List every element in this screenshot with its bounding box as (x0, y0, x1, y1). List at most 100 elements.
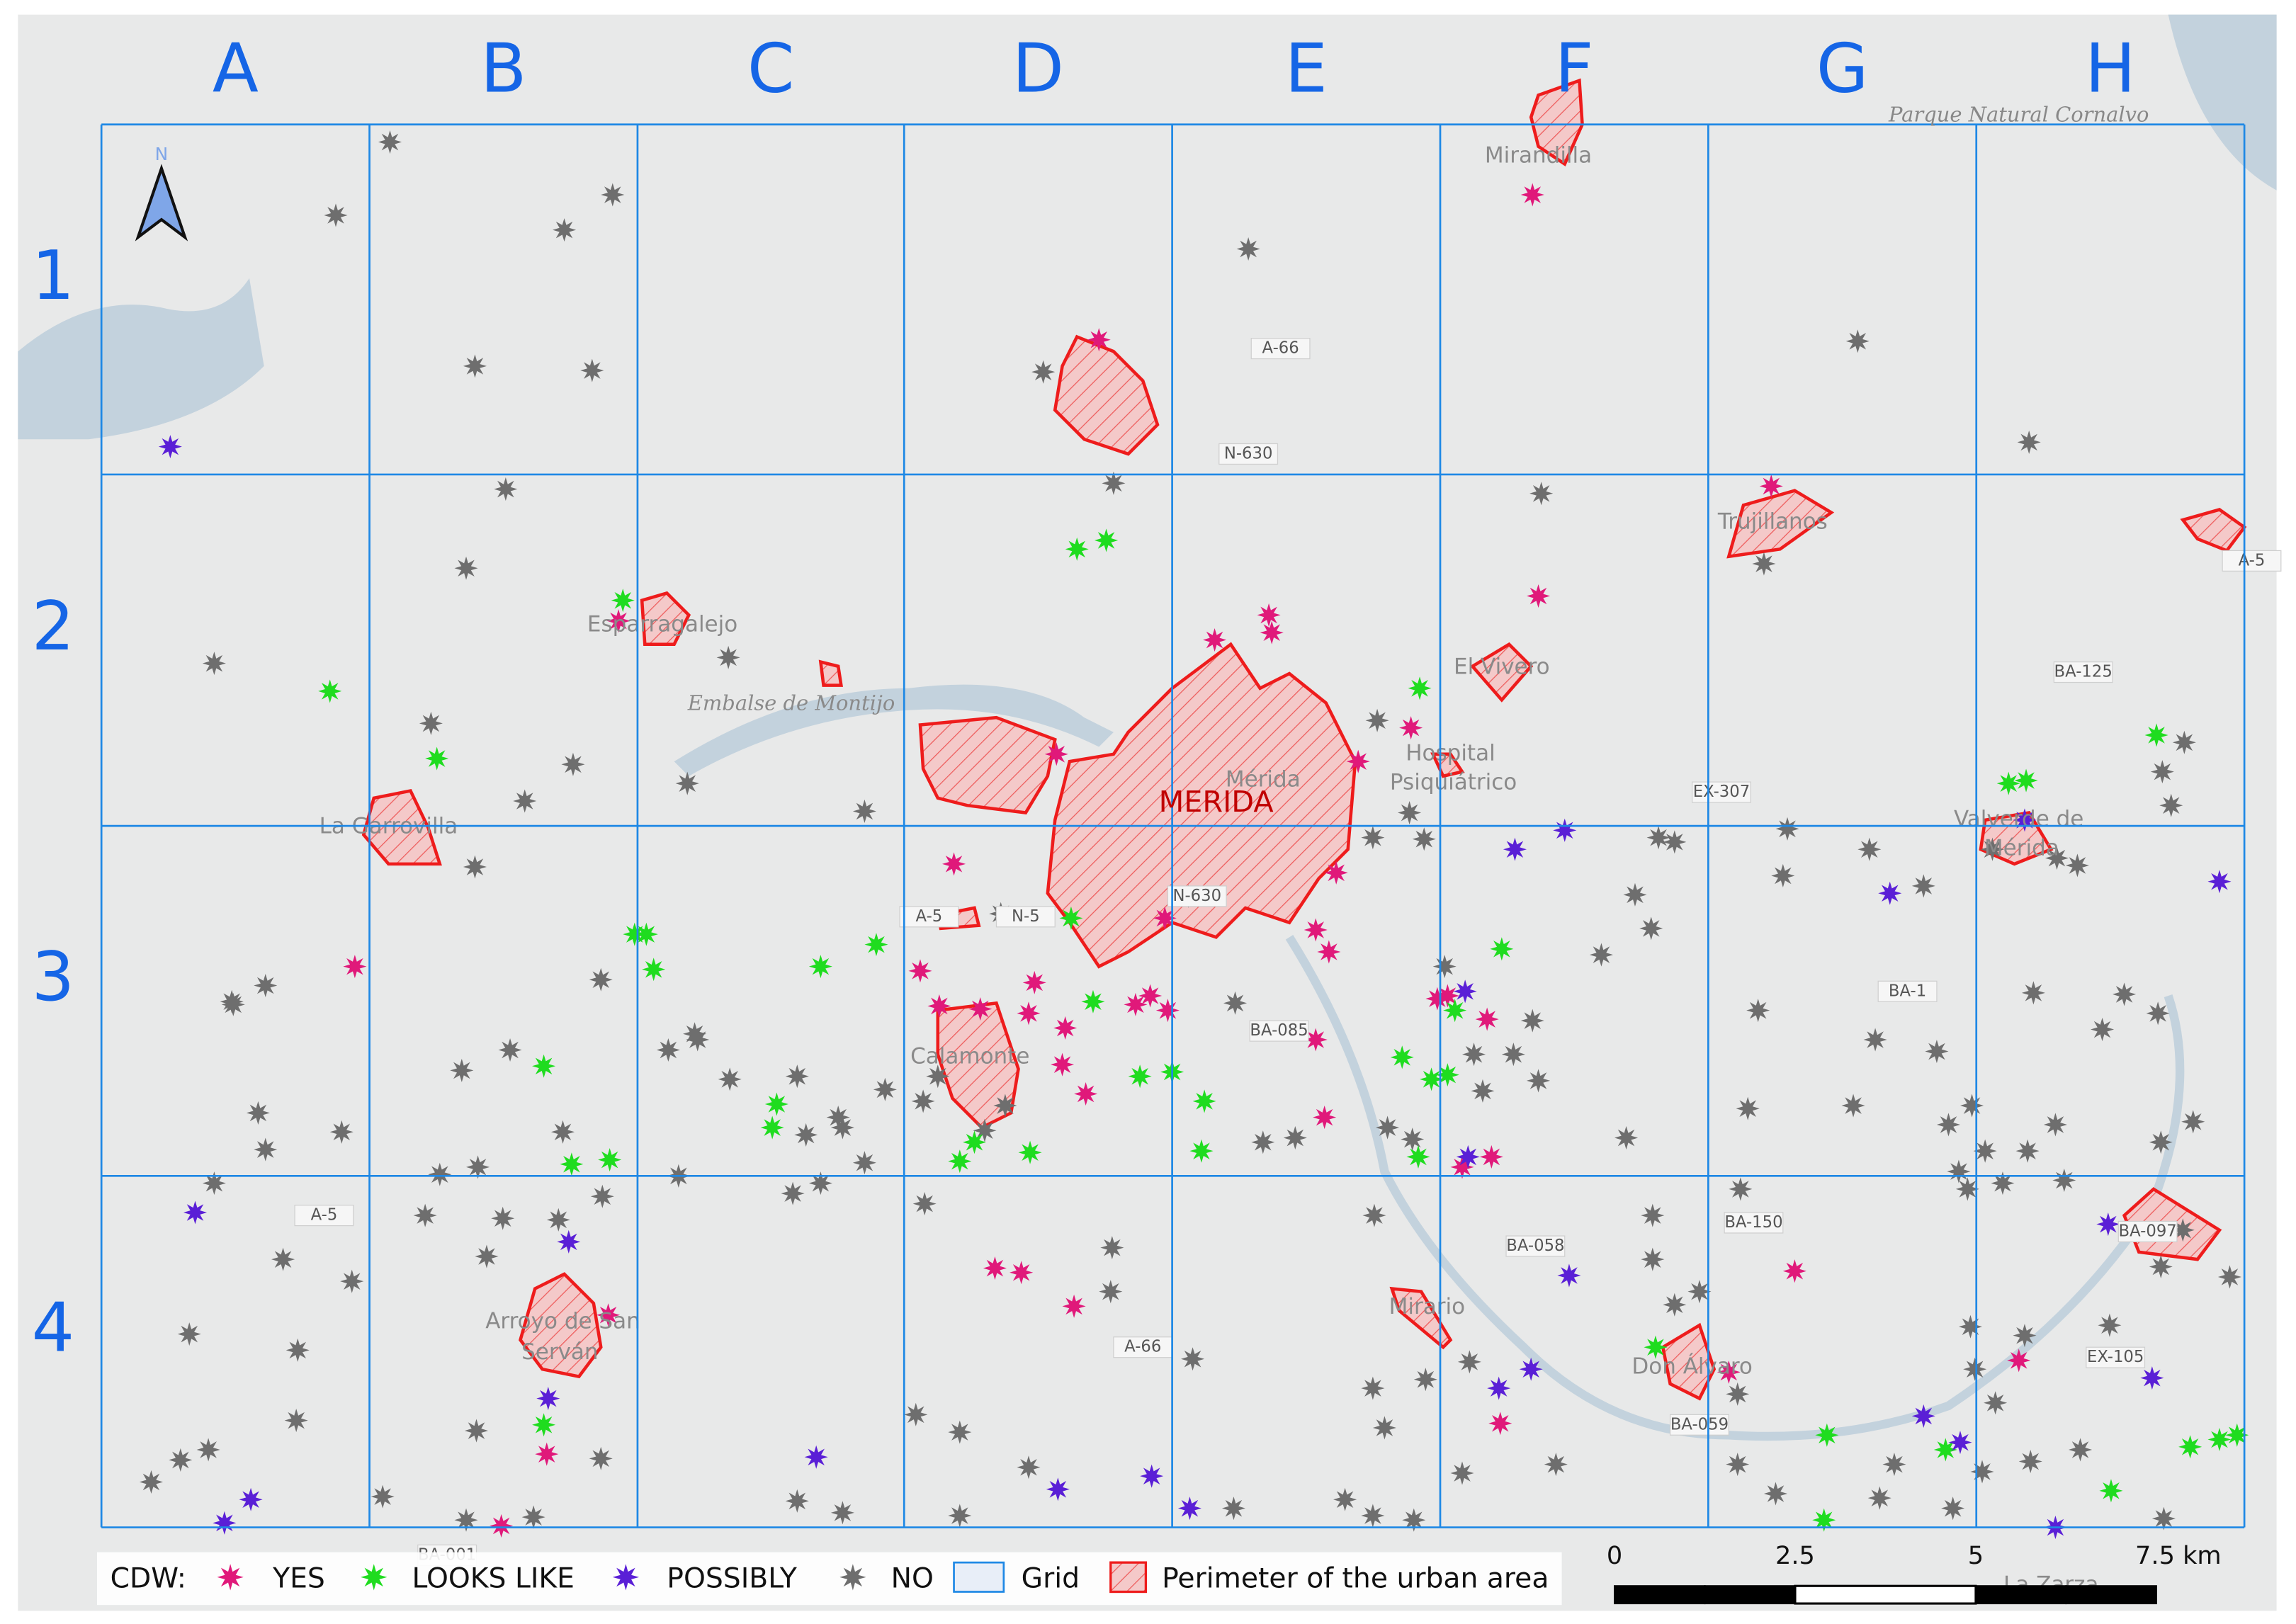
road-badge (1250, 338, 1311, 360)
marker (1487, 1376, 1511, 1400)
scale-segment (1794, 1584, 1977, 1605)
marker (1960, 1094, 1984, 1118)
marker (2021, 981, 2045, 1005)
marker (1257, 603, 1281, 627)
place-label: Don Álvaro (1631, 1354, 1753, 1380)
marker (2207, 870, 2232, 894)
legend-label: LOOKS LIKE (412, 1562, 575, 1594)
marker (2151, 1506, 2176, 1531)
marker (1663, 830, 1687, 854)
marker (169, 1448, 193, 1472)
marker (1138, 984, 1163, 1008)
marker (1432, 955, 1457, 979)
road-label: N-630 (1224, 444, 1273, 462)
marker (873, 1077, 897, 1101)
road-label: BA-1 (1889, 982, 1926, 1000)
marker (852, 799, 876, 824)
marker (1081, 989, 1105, 1013)
marker (606, 609, 630, 633)
road-badge (899, 906, 959, 928)
marker (912, 1192, 937, 1216)
marker (560, 1152, 584, 1176)
marker (1717, 1360, 1741, 1384)
urban-area (2180, 508, 2247, 553)
column-label: C (747, 30, 794, 108)
road-label: BA-085 (1250, 1021, 1308, 1040)
marker (1435, 1063, 1459, 1087)
marker (561, 752, 585, 776)
scale-label: 7.5 km (2135, 1541, 2222, 1570)
marker (491, 1206, 515, 1230)
marker (1726, 1453, 1750, 1477)
marker (1018, 1140, 1042, 1164)
marker (1726, 1382, 1750, 1406)
legend-label: YES (272, 1562, 325, 1594)
marker (1475, 1007, 1499, 1031)
marker (454, 1508, 478, 1532)
marker (1153, 906, 1177, 930)
marker (1991, 1171, 2015, 1196)
marker (254, 973, 278, 998)
marker (596, 1303, 621, 1327)
marker (1729, 1177, 1753, 1201)
marker (1488, 1412, 1512, 1436)
marker (1763, 1482, 1788, 1506)
marker (1984, 1391, 2008, 1415)
marker (830, 1115, 854, 1140)
marker (1333, 1487, 1357, 1511)
place-label: Psiquiátrico (1390, 770, 1517, 795)
marker (2225, 1423, 2249, 1447)
marker (1313, 1106, 1337, 1130)
marker (1911, 1404, 1935, 1428)
place-label: Mirario (1389, 1294, 1465, 1319)
marker (1031, 360, 1056, 384)
marker (1177, 1497, 1201, 1521)
marker (490, 1514, 514, 1538)
marker (139, 1470, 164, 1494)
road-badge (1249, 1020, 1309, 1042)
marker (2178, 1435, 2202, 1459)
marker (948, 1504, 972, 1528)
place-label: Valverde de (1954, 806, 2083, 831)
scale-label: 2.5 (1775, 1541, 1815, 1570)
marker (2146, 1001, 2170, 1026)
legend-swatch (953, 1561, 1005, 1593)
marker (532, 1054, 556, 1078)
marker (1017, 1001, 1041, 1026)
marker (1882, 1453, 1906, 1477)
road-label: A-66 (1124, 1338, 1161, 1356)
marker (1857, 837, 1882, 861)
place-label: Calamonte (910, 1043, 1029, 1069)
marker (1457, 1350, 1481, 1374)
marker (1973, 1139, 1997, 1163)
road-badge (2053, 661, 2113, 683)
marker (2007, 1348, 2031, 1373)
marker (839, 1564, 866, 1591)
marker (864, 933, 888, 957)
marker (589, 967, 613, 992)
marker (1100, 1236, 1124, 1260)
marker (852, 1151, 876, 1175)
urban-area (1389, 1286, 1453, 1350)
marker (1687, 1280, 1712, 1304)
marker (494, 477, 518, 501)
marker (1303, 918, 1328, 942)
marker (580, 358, 604, 382)
scale-label: 0 (1607, 1541, 1622, 1570)
marker (1663, 1293, 1687, 1317)
marker (1519, 1357, 1543, 1381)
marker (808, 955, 832, 979)
marker (1408, 676, 1432, 700)
marker (271, 1247, 295, 1271)
marker (521, 1505, 545, 1529)
north-arrow (135, 164, 188, 242)
marker (1490, 937, 1514, 961)
marker (213, 1511, 237, 1535)
row-label: 3 (32, 938, 75, 1016)
marker (463, 354, 487, 378)
marker (413, 1203, 437, 1227)
marker (220, 989, 244, 1013)
marker (1529, 482, 1554, 506)
marker (1053, 1016, 1078, 1040)
marker (1260, 620, 1284, 645)
